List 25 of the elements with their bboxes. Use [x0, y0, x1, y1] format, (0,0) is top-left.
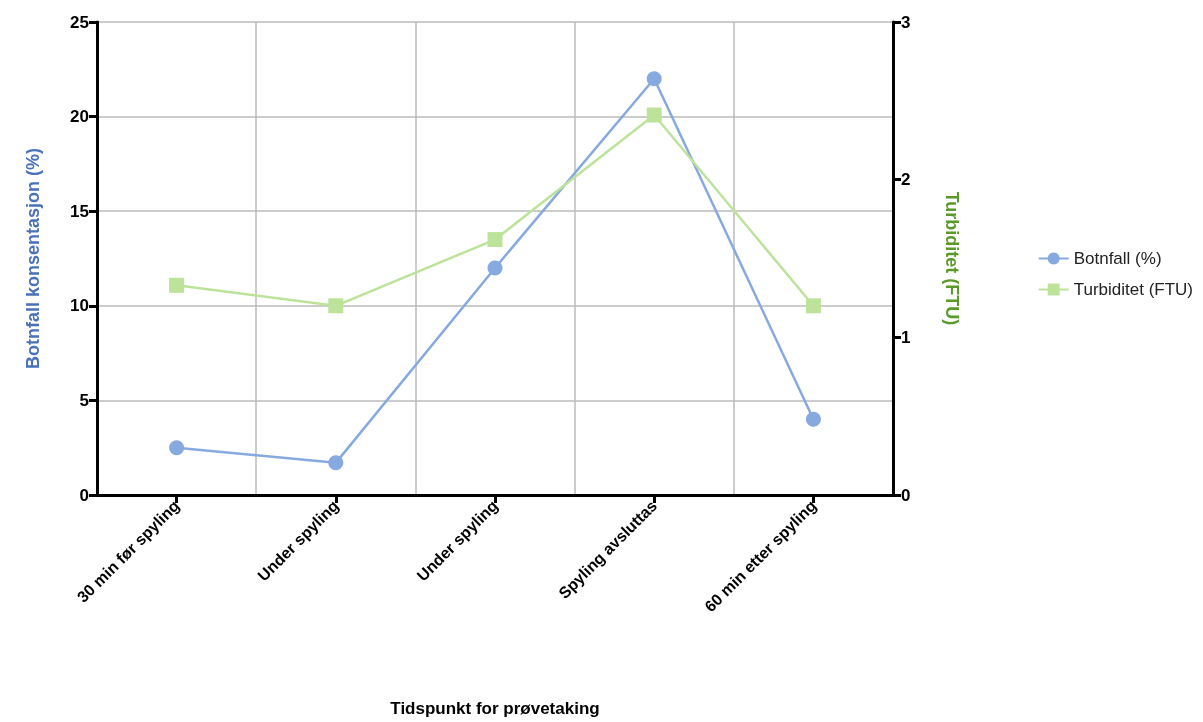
- point: [328, 455, 344, 471]
- y-axis-title: Botnfall konsentasjon (%): [23, 147, 43, 370]
- y-tick-label: 20: [70, 107, 89, 127]
- y-tick-label: 5: [79, 390, 89, 410]
- legend-label: Botnfall (%): [1073, 249, 1162, 268]
- y2-tick-label: 3: [901, 12, 911, 32]
- y2-tick-label: 1: [901, 327, 911, 347]
- y-tick-label: 25: [70, 12, 89, 32]
- point: [487, 232, 503, 248]
- legend-label: Turbiditet (FTU): [1073, 280, 1193, 299]
- y-tick-label: 0: [79, 485, 89, 505]
- point: [169, 277, 185, 293]
- y2-tick-label: 0: [901, 485, 911, 505]
- y-tick-label: 15: [70, 201, 89, 221]
- point: [805, 298, 821, 314]
- point: [646, 107, 662, 123]
- y2-axis-title: Turbiditet (FTU): [942, 191, 962, 326]
- y-tick-label: 10: [70, 296, 89, 316]
- point: [646, 71, 662, 87]
- x-axis-title: Tidspunkt for prøvetaking: [390, 699, 600, 718]
- point: [487, 260, 503, 276]
- point: [805, 411, 821, 427]
- point: [169, 440, 185, 456]
- point: [328, 298, 344, 314]
- y2-tick-label: 2: [901, 170, 911, 190]
